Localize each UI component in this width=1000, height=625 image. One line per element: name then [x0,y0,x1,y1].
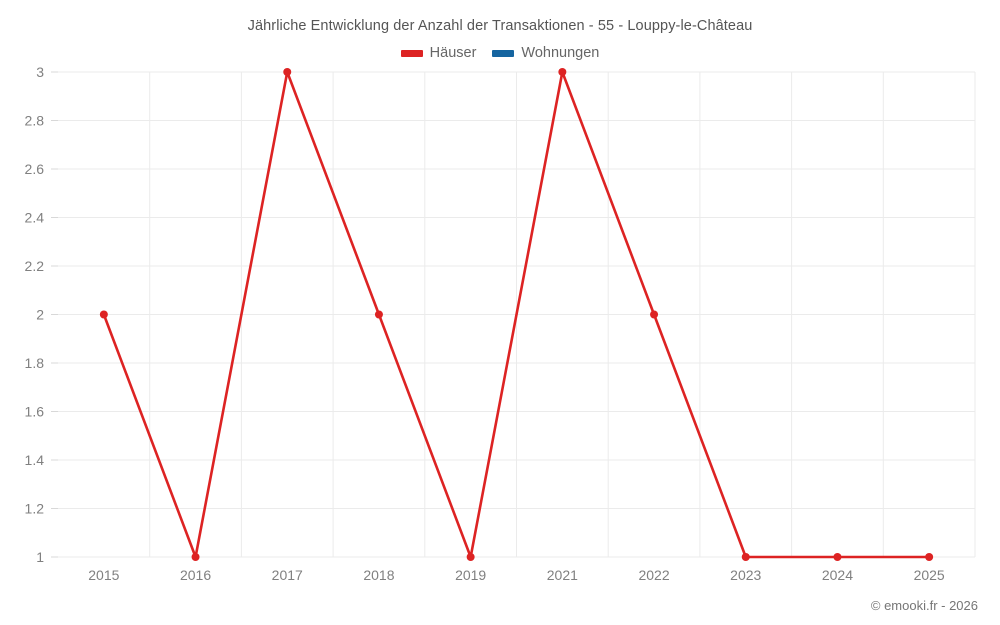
data-point-marker[interactable] [833,553,842,561]
y-axis-tick-label: 1.8 [25,355,45,371]
x-axis-tick-label: 2017 [272,567,303,583]
y-axis-tick-label: 2.6 [25,161,45,177]
copyright-credit: © emooki.fr - 2026 [870,598,978,613]
x-axis-tick-label: 2025 [914,567,945,583]
x-axis-tick-label: 2015 [88,567,119,583]
y-axis-tick-label: 2.8 [25,113,45,129]
data-point-marker[interactable] [374,310,383,319]
y-axis-tick-label: 2.4 [25,210,45,226]
data-point-marker[interactable] [558,68,567,76]
chart-title: Jährliche Entwicklung der Anzahl der Tra… [247,18,753,34]
y-axis-tick-label: 1.6 [25,404,45,420]
data-point-marker[interactable] [741,553,750,561]
data-point-marker[interactable] [283,68,292,76]
y-axis-tick-label: 1.4 [25,452,45,468]
legend-swatch-wohnungen [492,49,515,57]
x-axis-tick-label: 2022 [638,567,669,583]
legend-label-wohnungen: Wohnungen [521,45,600,61]
legend-item-hauser[interactable]: Häuser [400,45,477,61]
data-point-marker[interactable] [925,553,934,561]
data-point-marker[interactable] [466,553,475,561]
y-axis-tick-label: 2 [36,307,44,323]
data-point-marker[interactable] [99,310,108,319]
y-axis-tick-label: 1 [36,549,44,565]
data-point-marker[interactable] [650,310,659,319]
legend-item-wohnungen[interactable]: Wohnungen [492,45,599,61]
y-axis-tick-label: 2.2 [25,258,45,274]
y-axis-tick-label: 1.2 [25,501,45,517]
legend-label-hauser: Häuser [429,45,477,61]
data-point-marker[interactable] [191,553,200,561]
legend-swatch-hauser [400,49,423,57]
x-axis-tick-label: 2018 [363,567,394,583]
chart-legend: Häuser Wohnungen [0,45,1000,61]
x-axis-tick-label: 2016 [180,567,211,583]
x-axis-tick-label: 2019 [455,567,486,583]
series-line-häuser [102,70,931,559]
x-axis-tick-label: 2021 [547,567,578,583]
y-axis-tick-label: 3 [36,64,44,80]
x-axis-tick-label: 2023 [730,567,761,583]
x-axis-tick-label: 2024 [822,567,853,583]
